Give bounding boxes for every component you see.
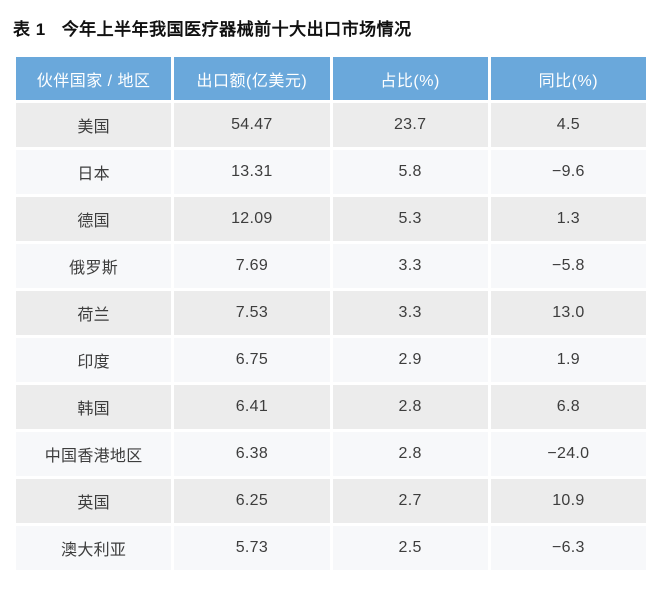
share-cell: 3.3 <box>332 291 488 335</box>
column-header-share: 占比(%) <box>332 57 488 100</box>
yoy-cell: 1.3 <box>490 197 646 241</box>
export-value-cell: 13.31 <box>174 150 330 194</box>
table-row: 荷兰 7.53 3.3 13.0 <box>16 291 646 335</box>
export-markets-table: 伙伴国家 / 地区 出口额(亿美元) 占比(%) 同比(%) 美国 54.47 … <box>13 54 649 573</box>
header-row: 伙伴国家 / 地区 出口额(亿美元) 占比(%) 同比(%) <box>16 57 646 100</box>
table-row: 美国 54.47 23.7 4.5 <box>16 103 646 147</box>
market-cell: 印度 <box>16 338 172 382</box>
share-cell: 5.3 <box>332 197 488 241</box>
yoy-cell: −24.0 <box>490 432 646 476</box>
column-header-yoy: 同比(%) <box>490 57 646 100</box>
table-row: 韩国 6.41 2.8 6.8 <box>16 385 646 429</box>
table-row: 英国 6.25 2.7 10.9 <box>16 479 646 523</box>
market-cell: 德国 <box>16 197 172 241</box>
market-cell: 韩国 <box>16 385 172 429</box>
yoy-cell: 6.8 <box>490 385 646 429</box>
yoy-cell: 13.0 <box>490 291 646 335</box>
market-cell: 日本 <box>16 150 172 194</box>
table-row: 中国香港地区 6.38 2.8 −24.0 <box>16 432 646 476</box>
yoy-cell: −9.6 <box>490 150 646 194</box>
share-cell: 3.3 <box>332 244 488 288</box>
table-title-text: 今年上半年我国医疗器械前十大出口市场情况 <box>61 20 412 39</box>
page: 表 1 今年上半年我国医疗器械前十大出口市场情况 伙伴国家 / 地区 出口额(亿美… <box>13 0 649 573</box>
export-value-cell: 5.73 <box>174 526 330 570</box>
share-cell: 2.5 <box>332 526 488 570</box>
table-body: 美国 54.47 23.7 4.5 日本 13.31 5.8 −9.6 德国 1… <box>16 103 646 570</box>
export-value-cell: 6.38 <box>174 432 330 476</box>
table-row: 德国 12.09 5.3 1.3 <box>16 197 646 241</box>
table-title: 表 1 今年上半年我国医疗器械前十大出口市场情况 <box>13 0 649 41</box>
market-cell: 荷兰 <box>16 291 172 335</box>
table-row: 澳大利亚 5.73 2.5 −6.3 <box>16 526 646 570</box>
market-cell: 澳大利亚 <box>16 526 172 570</box>
share-cell: 2.7 <box>332 479 488 523</box>
export-value-cell: 6.41 <box>174 385 330 429</box>
export-value-cell: 6.75 <box>174 338 330 382</box>
export-value-cell: 7.53 <box>174 291 330 335</box>
table-row: 俄罗斯 7.69 3.3 −5.8 <box>16 244 646 288</box>
table-header: 伙伴国家 / 地区 出口额(亿美元) 占比(%) 同比(%) <box>16 57 646 100</box>
market-cell: 俄罗斯 <box>16 244 172 288</box>
share-cell: 2.9 <box>332 338 488 382</box>
column-header-export-value: 出口额(亿美元) <box>174 57 330 100</box>
share-cell: 5.8 <box>332 150 488 194</box>
table-row: 日本 13.31 5.8 −9.6 <box>16 150 646 194</box>
yoy-cell: −6.3 <box>490 526 646 570</box>
export-value-cell: 54.47 <box>174 103 330 147</box>
table-row: 印度 6.75 2.9 1.9 <box>16 338 646 382</box>
share-cell: 23.7 <box>332 103 488 147</box>
share-cell: 2.8 <box>332 432 488 476</box>
yoy-cell: 4.5 <box>490 103 646 147</box>
market-cell: 英国 <box>16 479 172 523</box>
share-cell: 2.8 <box>332 385 488 429</box>
column-header-market: 伙伴国家 / 地区 <box>16 57 172 100</box>
export-value-cell: 6.25 <box>174 479 330 523</box>
yoy-cell: −5.8 <box>490 244 646 288</box>
market-cell: 中国香港地区 <box>16 432 172 476</box>
export-value-cell: 12.09 <box>174 197 330 241</box>
market-cell: 美国 <box>16 103 172 147</box>
table-number-label: 表 1 <box>13 20 46 39</box>
yoy-cell: 10.9 <box>490 479 646 523</box>
yoy-cell: 1.9 <box>490 338 646 382</box>
export-value-cell: 7.69 <box>174 244 330 288</box>
